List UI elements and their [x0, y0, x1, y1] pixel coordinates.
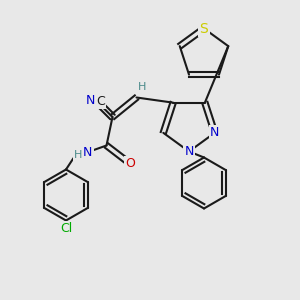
Text: Cl: Cl — [60, 222, 72, 236]
Text: N: N — [83, 146, 92, 159]
Text: N: N — [184, 145, 194, 158]
Text: H: H — [138, 82, 147, 92]
Text: H: H — [74, 149, 82, 160]
Text: N: N — [210, 126, 219, 139]
Text: C: C — [96, 95, 105, 108]
Text: O: O — [126, 157, 135, 170]
Text: S: S — [200, 22, 208, 35]
Text: N: N — [85, 94, 95, 107]
